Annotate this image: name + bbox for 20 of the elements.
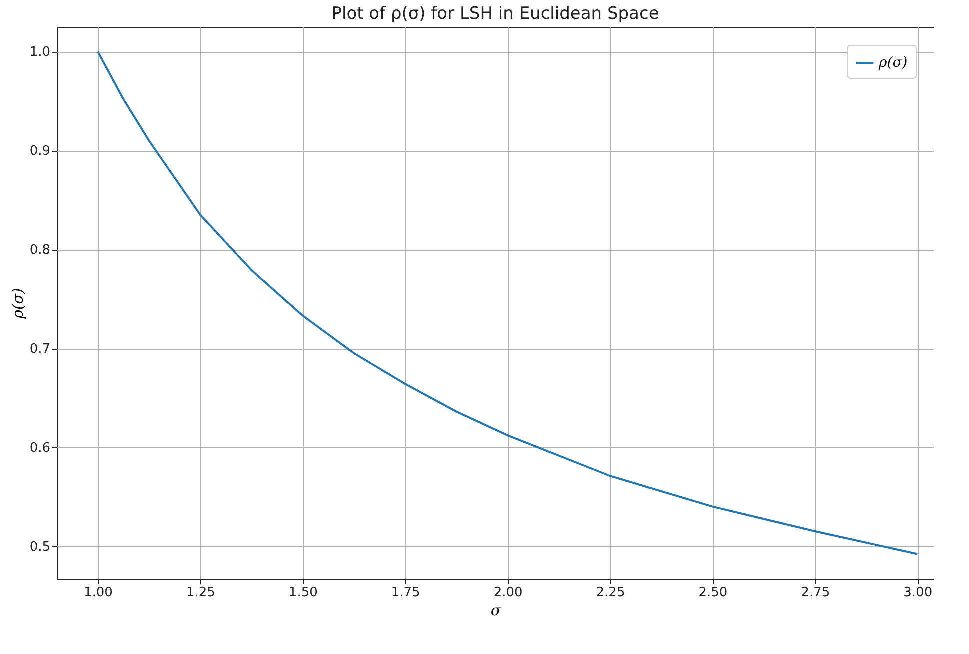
x-tick-label: 1.75: [391, 586, 420, 600]
x-tick-label: 2.50: [698, 586, 728, 600]
x-tick-label: 3.00: [904, 586, 933, 600]
x-tick-label: 2.00: [494, 586, 523, 600]
x-tick-label: 1.00: [84, 586, 113, 600]
x-tick-label: 2.75: [801, 586, 830, 600]
y-tick-label: 1.0: [30, 45, 50, 60]
y-tick-label: 0.8: [30, 243, 50, 258]
legend-label: ρ(σ): [878, 55, 908, 71]
chart-title: Plot of ρ(σ) for LSH in Euclidean Space: [332, 4, 660, 24]
x-axis-title: σ: [490, 602, 502, 620]
y-tick-label: 0.9: [30, 144, 50, 160]
x-tick-label: 1.25: [186, 586, 216, 600]
y-tick-label: 0.6: [30, 440, 50, 456]
x-tick-label: 1.50: [288, 586, 318, 600]
x-tick-label: 2.25: [596, 586, 626, 600]
y-tick-label: 0.5: [30, 540, 50, 555]
y-tick-label: 0.7: [30, 342, 50, 358]
y-axis-title: ρ(σ): [8, 288, 27, 320]
line-series: [96, 50, 919, 556]
